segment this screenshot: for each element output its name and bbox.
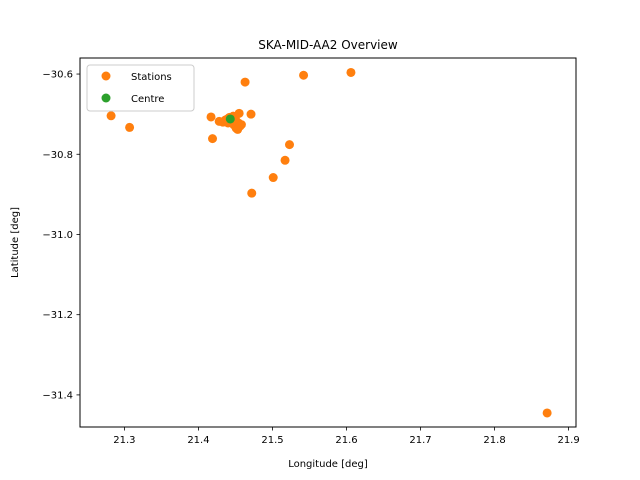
x-tick-label: 21.9	[557, 435, 579, 446]
y-tick-label: −31.4	[42, 390, 73, 401]
x-axis-ticks: 21.3 21.4 21.5 21.6 21.7 21.8 21.9	[113, 427, 580, 446]
station-point	[268, 173, 278, 183]
legend-label-centre: Centre	[131, 94, 164, 105]
x-tick-label: 21.8	[483, 435, 505, 446]
legend-box	[86, 64, 195, 112]
station-point	[106, 111, 116, 121]
station-point	[125, 122, 135, 132]
station-point	[299, 70, 309, 80]
station-point	[236, 120, 246, 130]
y-tick-label: −31.0	[42, 230, 73, 241]
y-tick-label: −31.2	[42, 310, 73, 321]
x-tick-label: 21.4	[187, 435, 209, 446]
station-point	[246, 109, 256, 119]
x-tick-label: 21.6	[335, 435, 357, 446]
x-tick-label: 21.7	[409, 435, 431, 446]
station-point	[285, 140, 294, 150]
x-tick-label: 21.3	[113, 435, 135, 446]
station-point	[280, 155, 290, 165]
legend-marker-stations	[101, 71, 111, 81]
legend-label-stations: Stations	[131, 72, 172, 83]
station-point	[240, 77, 250, 87]
x-tick-label: 21.5	[261, 435, 283, 446]
plot-area	[106, 67, 552, 418]
y-tick-label: −30.6	[42, 70, 73, 81]
station-point	[234, 108, 244, 118]
legend: Stations Centre	[86, 64, 195, 112]
station-point	[206, 112, 216, 122]
chart-title: SKA-MID-AA2 Overview	[258, 38, 398, 52]
centre-point	[225, 114, 235, 124]
y-tick-label: −30.8	[42, 150, 73, 161]
station-point	[208, 134, 218, 144]
x-axis-title: Longitude [deg]	[288, 459, 368, 470]
y-axis-title: Latitude [deg]	[10, 207, 21, 278]
station-point	[247, 188, 257, 198]
station-point	[542, 408, 552, 418]
legend-marker-centre	[101, 93, 111, 103]
station-point	[346, 67, 356, 77]
y-axis-ticks: −30.6 −30.8 −31.0 −31.2 −31.4	[42, 70, 80, 401]
axes-frame	[79, 57, 577, 428]
series-centre	[225, 114, 235, 124]
